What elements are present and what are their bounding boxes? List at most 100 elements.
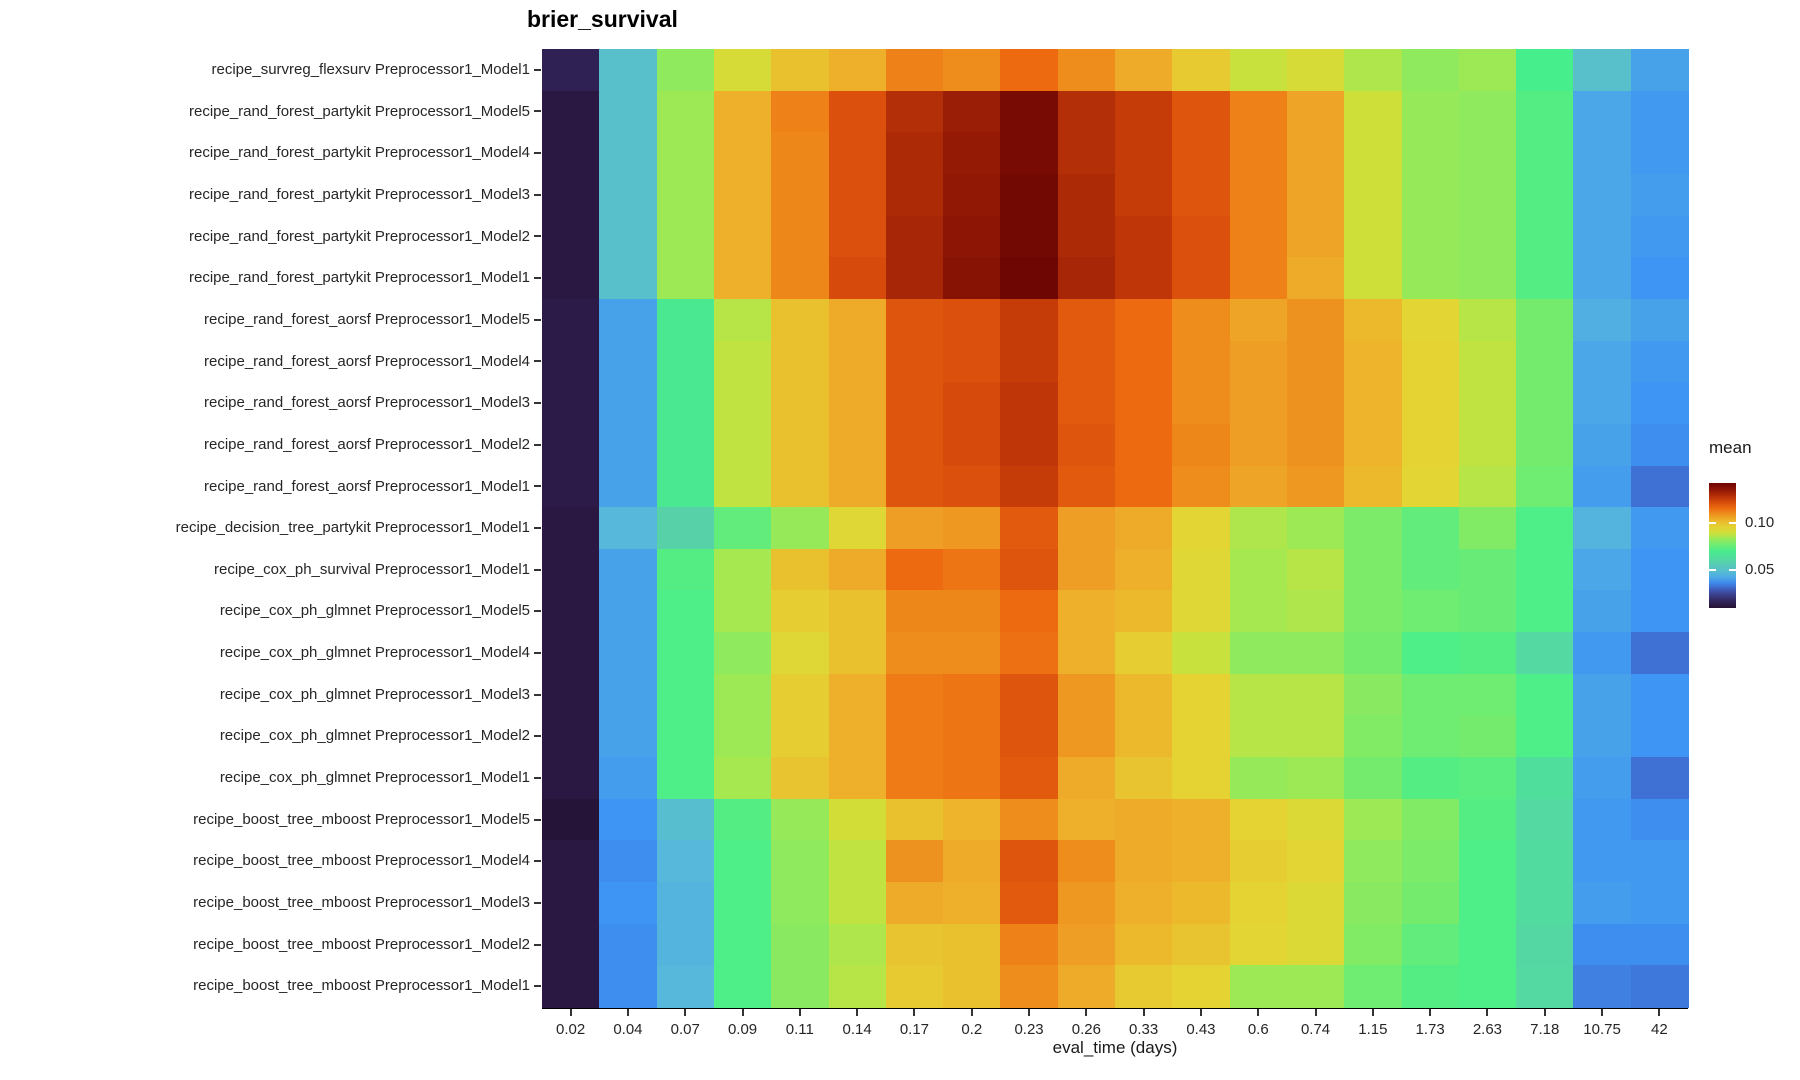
heatmap-cell <box>1401 465 1460 508</box>
heatmap-cell <box>1172 173 1231 217</box>
heatmap-cell <box>1344 715 1403 758</box>
y-axis-tick <box>534 402 541 405</box>
heatmap-cell <box>1115 340 1173 383</box>
heatmap-cell <box>1057 340 1116 383</box>
heatmap-cell <box>1172 965 1231 1008</box>
heatmap-cell <box>1115 673 1173 717</box>
heatmap-cell <box>1115 465 1173 508</box>
heatmap-cell <box>828 340 887 383</box>
heatmap-cell <box>656 132 715 175</box>
heatmap-cell <box>1057 215 1116 258</box>
y-axis-tick <box>534 110 541 113</box>
heatmap-cell <box>1458 673 1517 717</box>
heatmap-cell <box>943 548 1001 592</box>
heatmap-cell <box>1115 632 1173 675</box>
heatmap-cell <box>1401 882 1460 925</box>
heatmap-cell <box>771 923 830 966</box>
heatmap-cell <box>1344 465 1403 508</box>
heatmap-cell <box>1458 257 1517 300</box>
heatmap-cell <box>542 173 600 217</box>
heatmap-cell <box>1286 965 1345 1008</box>
heatmap-cell <box>828 507 887 550</box>
heatmap-cell <box>1516 632 1574 675</box>
heatmap-cell <box>1344 215 1403 258</box>
heatmap-cell <box>1286 590 1345 633</box>
heatmap-cell <box>1229 382 1288 425</box>
heatmap-cell <box>1516 49 1574 92</box>
heatmap-cell <box>771 382 830 425</box>
heatmap-cell <box>1630 173 1689 217</box>
heatmap-cell <box>1172 715 1231 758</box>
heatmap-cell <box>1344 798 1403 841</box>
heatmap-cell <box>1286 757 1345 800</box>
legend-tick-mark <box>1709 522 1716 525</box>
heatmap-cell <box>1000 382 1059 425</box>
y-axis-tick <box>534 901 541 904</box>
heatmap-cell <box>1172 882 1231 925</box>
heatmap-cell <box>656 382 715 425</box>
heatmap-cell <box>943 340 1001 383</box>
heatmap-cell <box>1516 548 1574 592</box>
heatmap-cell <box>1229 465 1288 508</box>
heatmap-cell <box>1458 340 1517 383</box>
heatmap-cell <box>771 173 830 217</box>
heatmap-cell <box>1172 507 1231 550</box>
heatmap-cell <box>943 715 1001 758</box>
heatmap-cell <box>542 298 600 342</box>
y-axis-label: recipe_boost_tree_mboost Preprocessor1_M… <box>193 894 530 912</box>
heatmap-cell <box>771 840 830 883</box>
y-axis-label: recipe_rand_forest_aorsf Preprocessor1_M… <box>203 477 530 495</box>
x-axis-label: 0.33 <box>1129 1021 1159 1038</box>
heatmap-cell <box>1458 90 1517 133</box>
heatmap-cell <box>713 49 772 92</box>
heatmap-cell <box>885 49 944 92</box>
heatmap-cell <box>713 465 772 508</box>
heatmap-cell <box>828 882 887 925</box>
y-axis-tick <box>534 693 541 696</box>
heatmap-cell <box>542 465 600 508</box>
x-axis-label: 0.04 <box>613 1021 643 1038</box>
heatmap-cell <box>828 173 887 217</box>
heatmap-cell <box>1344 507 1403 550</box>
heatmap-cell <box>885 882 944 925</box>
heatmap-cell <box>1573 340 1632 383</box>
heatmap-cell <box>1630 382 1689 425</box>
heatmap-cell <box>1000 257 1059 300</box>
heatmap-cell <box>1401 965 1460 1008</box>
heatmap-cell <box>1344 382 1403 425</box>
heatmap-cell <box>1229 507 1288 550</box>
heatmap-cell <box>943 257 1001 300</box>
heatmap-cell <box>771 798 830 841</box>
y-axis-label: recipe_rand_forest_aorsf Preprocessor1_M… <box>203 352 530 370</box>
heatmap-cell <box>1344 49 1403 92</box>
heatmap-cell <box>1573 173 1632 217</box>
heatmap-cell <box>599 215 658 258</box>
heatmap-cell <box>1573 798 1632 841</box>
x-axis-label: 0.23 <box>1014 1021 1044 1038</box>
heatmap-cell <box>828 465 887 508</box>
heatmap-cell <box>599 49 658 92</box>
heatmap-cell <box>542 90 600 133</box>
x-axis-label: 0.26 <box>1071 1021 1101 1038</box>
heatmap-cell <box>542 215 600 258</box>
heatmap-cell <box>1286 923 1345 966</box>
heatmap-cell <box>771 340 830 383</box>
y-axis-tick <box>534 443 541 446</box>
heatmap-cell <box>1458 215 1517 258</box>
heatmap-cell <box>1344 132 1403 175</box>
heatmap-cell <box>1458 882 1517 925</box>
y-axis-tick <box>534 818 541 821</box>
heatmap-cell <box>599 465 658 508</box>
heatmap-cell <box>771 757 830 800</box>
heatmap-cell <box>1172 840 1231 883</box>
heatmap-cell <box>1630 257 1689 300</box>
heatmap-cell <box>713 257 772 300</box>
heatmap-cell <box>1516 965 1574 1008</box>
heatmap-cell <box>1229 673 1288 717</box>
heatmap-cell <box>1516 715 1574 758</box>
heatmap-cell <box>771 548 830 592</box>
x-axis-label: 2.63 <box>1472 1021 1503 1038</box>
heatmap-cell <box>1286 423 1345 467</box>
heatmap-panel <box>542 49 1689 1009</box>
heatmap-cell <box>1286 632 1345 675</box>
